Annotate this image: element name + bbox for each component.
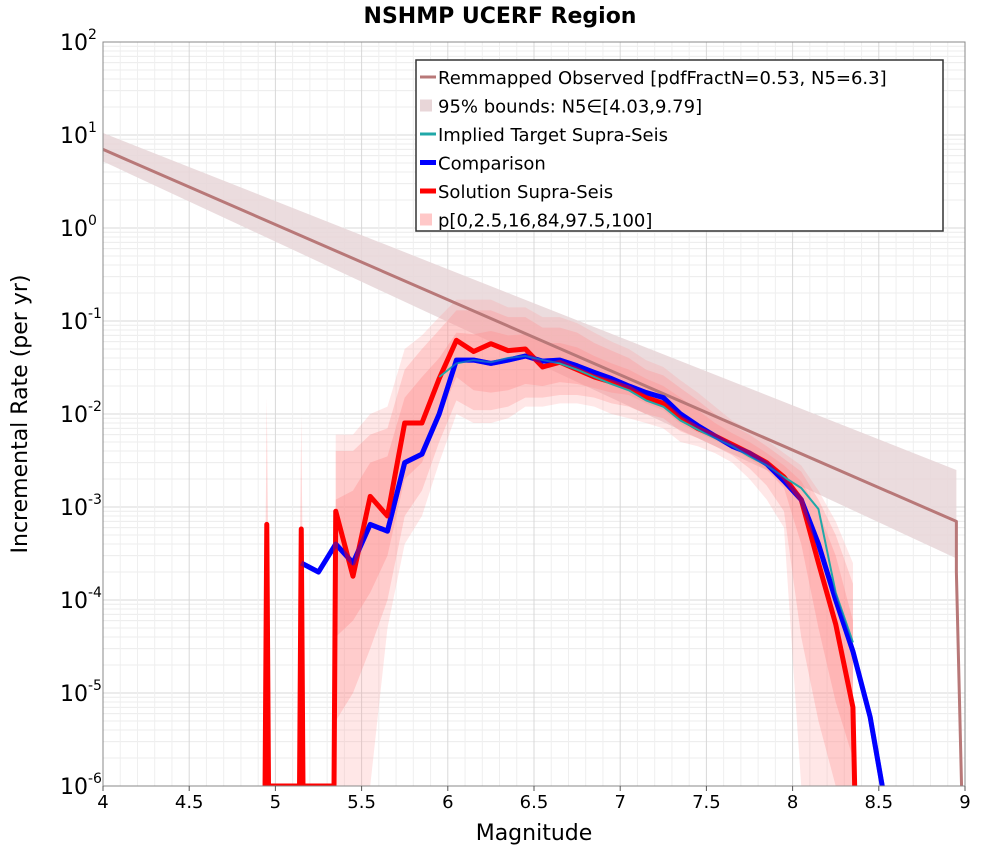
x-tick-label: 4 bbox=[97, 792, 108, 813]
x-tick-label: 6 bbox=[442, 792, 453, 813]
observed-line bbox=[103, 148, 964, 786]
y-tick-base: 10 bbox=[60, 31, 88, 56]
legend: Remmapped Observed [pdfFractN=0.53, N5=6… bbox=[415, 59, 944, 232]
chart-title: NSHMP UCERF Region bbox=[364, 4, 637, 29]
x-tick-label: 9 bbox=[959, 792, 970, 813]
y-tick-exponent: -3 bbox=[88, 492, 102, 508]
x-tick-label: 7 bbox=[614, 792, 625, 813]
percentile-band-p2_5-p97_5 bbox=[335, 310, 853, 786]
y-tick-base: 10 bbox=[60, 496, 88, 521]
y-tick-label: 10-4 bbox=[60, 585, 102, 614]
comparison-line-overlay bbox=[300, 353, 885, 786]
x-axis-label: Magnitude bbox=[476, 821, 593, 846]
x-tick-label: 7.5 bbox=[692, 792, 721, 813]
y-tick-label: 102 bbox=[60, 27, 97, 56]
legend-entry-label: Remmapped Observed [pdfFractN=0.53, N5=6… bbox=[438, 68, 887, 89]
y-tick-base: 10 bbox=[60, 589, 88, 614]
y-tick-label: 10-2 bbox=[60, 399, 102, 428]
y-tick-exponent: 1 bbox=[88, 120, 97, 136]
y-tick-exponent: 2 bbox=[88, 27, 97, 43]
y-tick-exponent: -4 bbox=[88, 585, 102, 601]
y-tick-base: 10 bbox=[60, 403, 88, 428]
legend-swatch-band bbox=[420, 99, 432, 112]
y-tick-base: 10 bbox=[60, 310, 88, 335]
x-tick-label: 6.5 bbox=[520, 792, 549, 813]
legend-entry-label: Implied Target Supra-Seis bbox=[438, 125, 668, 146]
legend-swatch-band bbox=[420, 213, 432, 226]
y-tick-label: 10-5 bbox=[60, 678, 102, 707]
x-tick-label: 4.5 bbox=[175, 792, 204, 813]
legend-entry-label: Solution Supra-Seis bbox=[438, 182, 613, 203]
y-tick-base: 10 bbox=[60, 124, 88, 149]
y-tick-label: 10-1 bbox=[60, 306, 102, 335]
legend-entry-label: p[0,2.5,16,84,97.5,100] bbox=[438, 211, 652, 232]
y-tick-label: 101 bbox=[60, 120, 97, 149]
y-tick-exponent: 0 bbox=[88, 213, 97, 229]
y-tick-exponent: -2 bbox=[88, 399, 102, 415]
y-tick-label: 100 bbox=[60, 213, 97, 242]
y-tick-base: 10 bbox=[60, 217, 88, 242]
x-tick-label: 5 bbox=[270, 792, 281, 813]
solution-line bbox=[262, 337, 858, 786]
implied-target-line bbox=[438, 355, 854, 643]
legend-box bbox=[415, 59, 944, 232]
x-tick-label: 5.5 bbox=[347, 792, 376, 813]
y-tick-label: 10-6 bbox=[60, 771, 102, 800]
x-axis-ticks: 4 4.5 5 5.5 6 6.5 7 7.5 8 8.5 9 bbox=[97, 786, 971, 813]
y-tick-exponent: -5 bbox=[88, 678, 102, 694]
legend-entry-label: 95% bounds: N5∈[4.03,9.79] bbox=[438, 97, 702, 118]
y-tick-label: 10-3 bbox=[60, 492, 102, 521]
y-tick-base: 10 bbox=[60, 775, 88, 800]
x-tick-label: 8 bbox=[787, 792, 798, 813]
y-tick-exponent: -6 bbox=[88, 771, 102, 787]
legend-entry-label: Comparison bbox=[438, 154, 546, 175]
y-tick-base: 10 bbox=[60, 682, 88, 707]
plot-area bbox=[103, 133, 964, 786]
y-axis-label: Incremental Rate (per yr) bbox=[8, 275, 33, 554]
y-tick-exponent: -1 bbox=[88, 306, 102, 322]
x-tick-label: 8.5 bbox=[864, 792, 893, 813]
